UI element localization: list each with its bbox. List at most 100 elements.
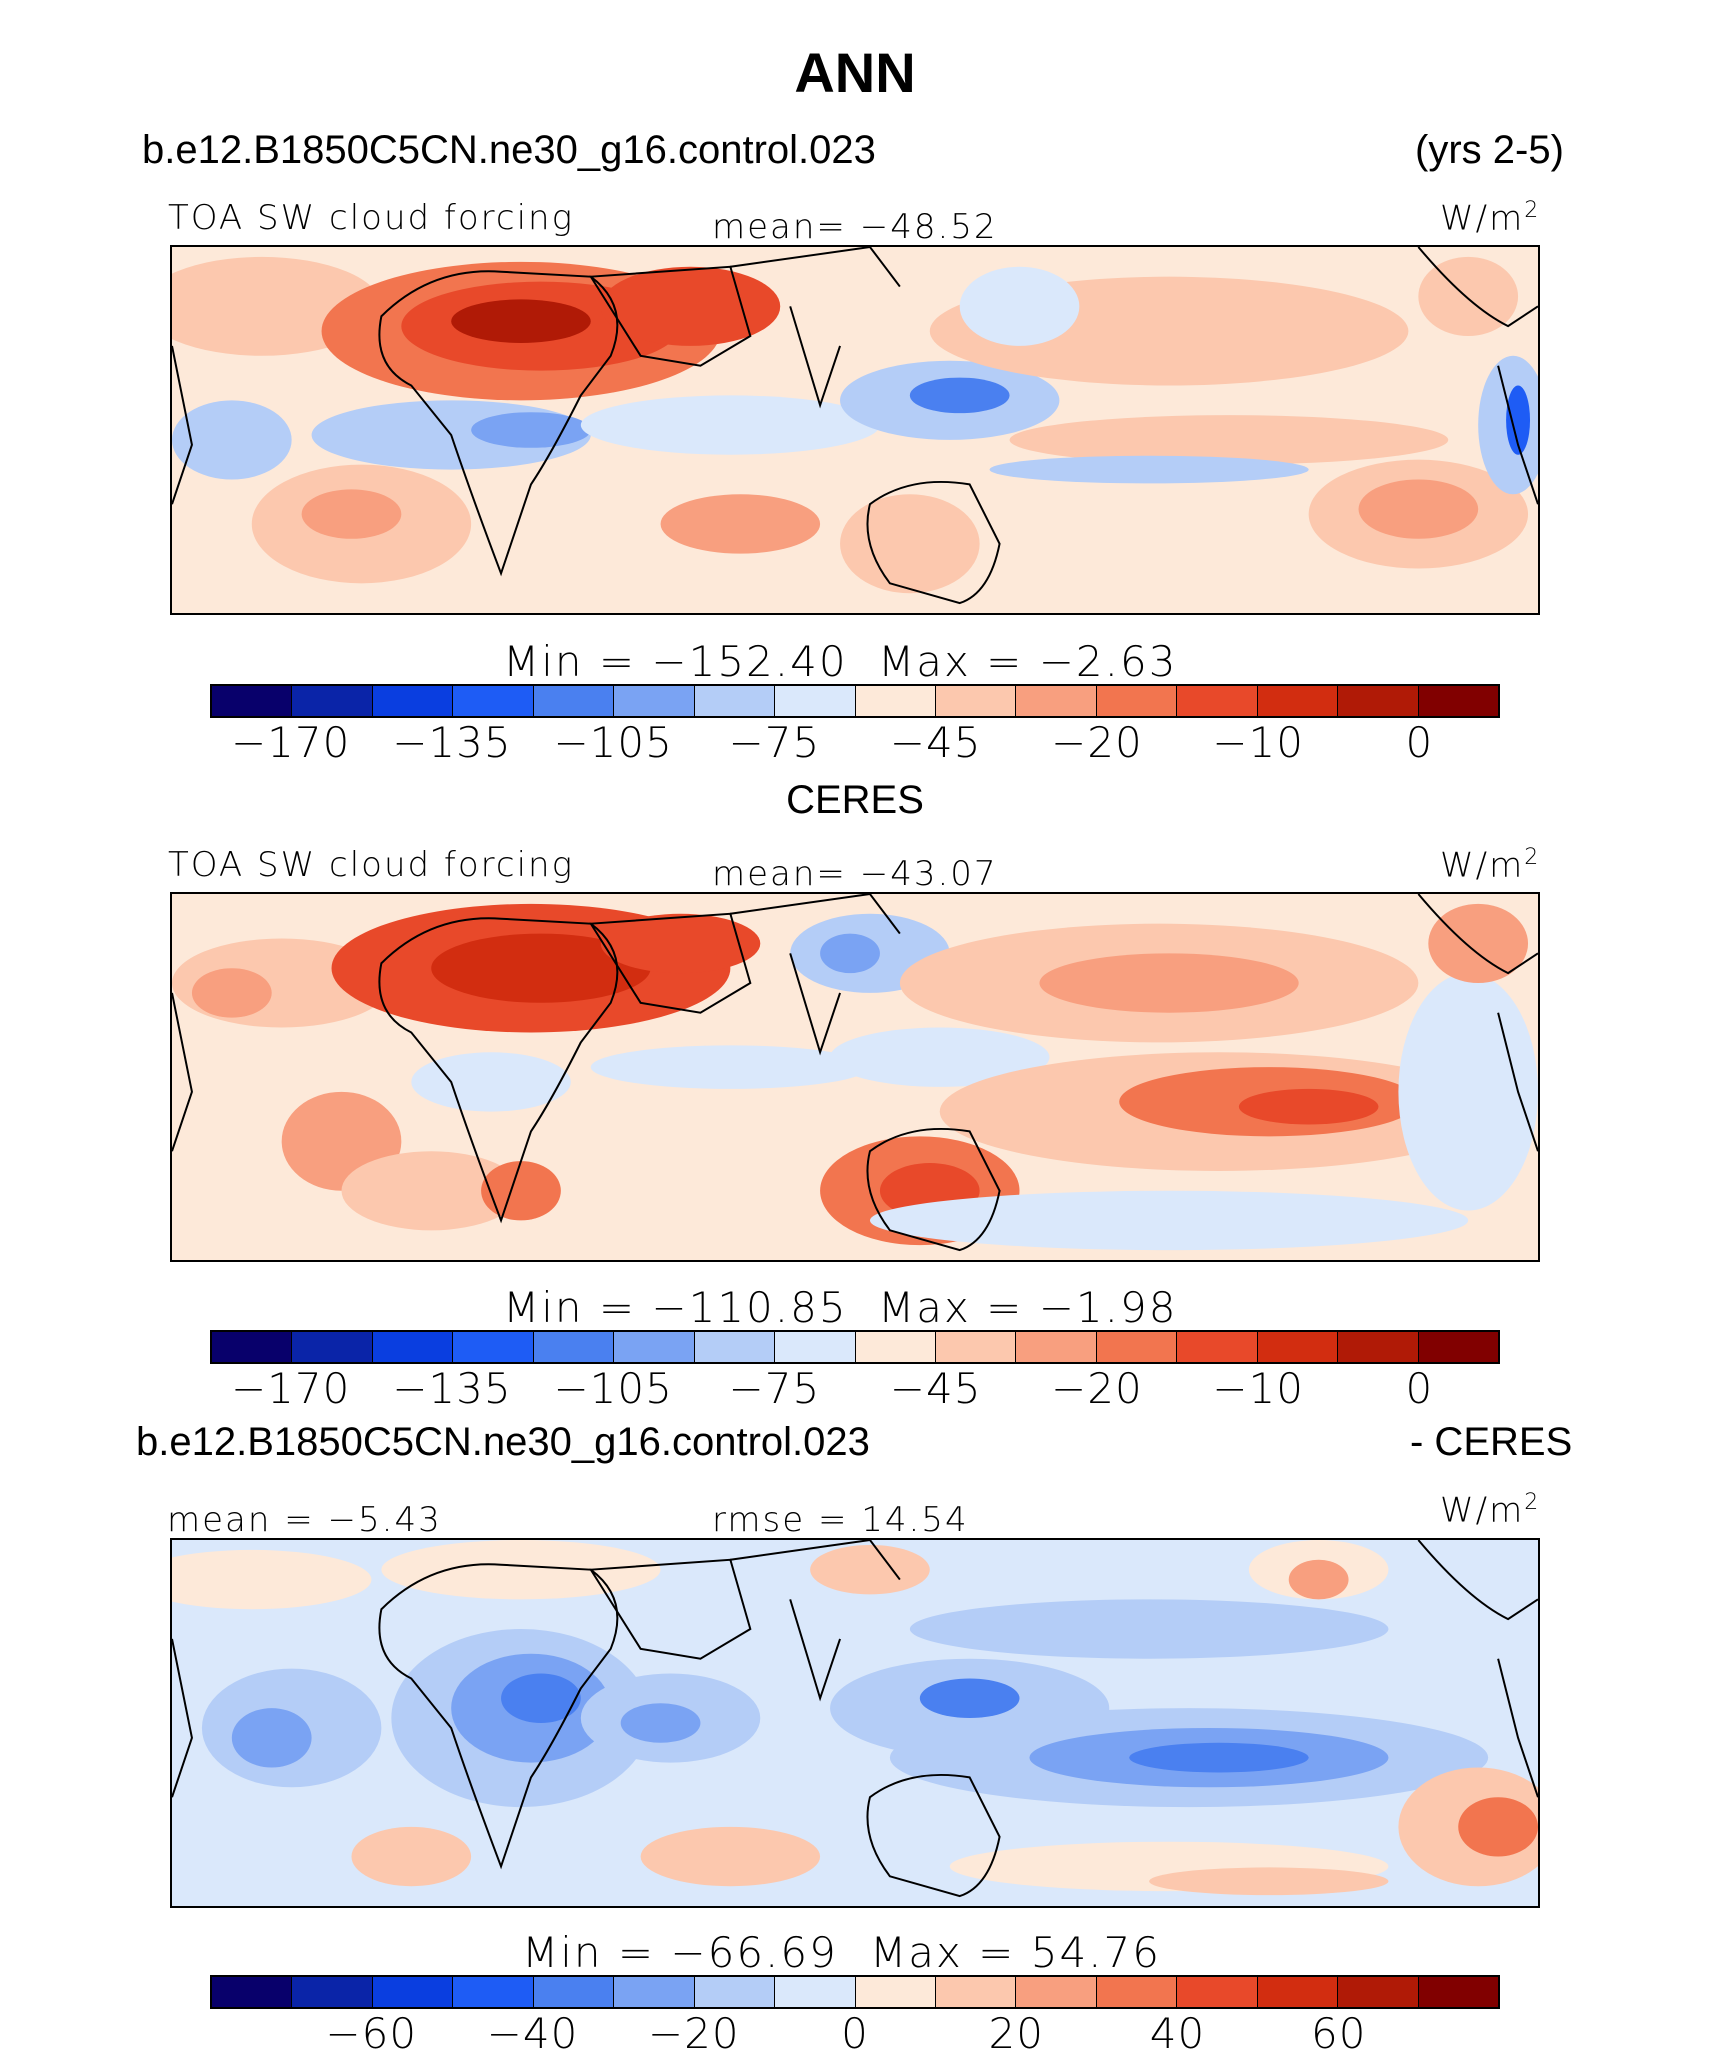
- colorbar-swatch: [292, 1332, 373, 1362]
- obs-title: CERES: [786, 778, 924, 822]
- colorbar-tick-label: −10: [1212, 1364, 1304, 1413]
- panel2-map: [170, 892, 1540, 1262]
- colorbar-swatch: [935, 1332, 1017, 1362]
- colorbar-swatch: [1338, 1977, 1419, 2007]
- colorbar-swatch: [212, 686, 293, 716]
- colorbar-tick-label: −45: [889, 718, 982, 767]
- colorbar-swatch: [453, 686, 534, 716]
- diff-case-name: b.e12.B1850C5CN.ne30_g16.control.023: [136, 1420, 870, 1464]
- panel1-map: [170, 245, 1540, 615]
- colorbar-swatch: [1177, 1977, 1258, 2007]
- colorbar-tick-label: −75: [728, 718, 821, 767]
- colorbar-tick-label: 0: [1405, 1364, 1434, 1413]
- colorbar-swatch: [1096, 1332, 1178, 1362]
- colorbar-swatch: [1016, 686, 1097, 716]
- figure-title: ANN: [794, 41, 916, 104]
- colorbar-swatch: [1257, 1332, 1339, 1362]
- panel3-rmse: rmse = 14.54: [712, 1500, 969, 1540]
- colorbar-tick-label: −170: [230, 1364, 351, 1413]
- colorbar-swatch: [533, 1332, 615, 1362]
- panel3-mean: mean = −5.43: [167, 1500, 442, 1540]
- colorbar-swatch: [1338, 686, 1419, 716]
- colorbar-swatch: [694, 686, 776, 716]
- colorbar-swatch: [212, 1332, 293, 1362]
- colorbar-swatch: [292, 1977, 373, 2007]
- panel2-colorbar-ticks: −170 −135 −105 −75 −45 −20 −10 0: [210, 1364, 1500, 1414]
- colorbar-swatch: [453, 1977, 534, 2007]
- colorbar-tick-label: 20: [988, 2009, 1044, 2058]
- colorbar-swatch: [1257, 1977, 1339, 2007]
- colorbar-swatch: [1257, 686, 1339, 716]
- diff-suffix: - CERES: [1410, 1420, 1573, 1464]
- colorbar-tick-label: −20: [1051, 1364, 1143, 1413]
- colorbar-swatch: [935, 686, 1017, 716]
- colorbar-tick-label: −40: [486, 2009, 579, 2058]
- panel3-map: [170, 1538, 1540, 1908]
- colorbar-swatch: [855, 1977, 936, 2007]
- colorbar-tick-label: −45: [889, 1364, 982, 1413]
- colorbar-swatch: [1177, 1332, 1258, 1362]
- colorbar-swatch: [1418, 686, 1498, 716]
- colorbar-swatch: [372, 1977, 454, 2007]
- colorbar-tick-label: 40: [1149, 2009, 1206, 2058]
- colorbar-tick-label: 0: [841, 2009, 869, 2058]
- panel1-colorbar: [210, 684, 1500, 718]
- colorbar-swatch: [1338, 1332, 1419, 1362]
- panel1-max: Max = −2.63: [878, 637, 1178, 686]
- panel2-colorbar: [210, 1330, 1500, 1364]
- colorbar-swatch: [292, 686, 373, 716]
- colorbar-swatch: [372, 686, 454, 716]
- panel1-colorbar-ticks: −170 −135 −105 −75 −45 −20 −10 0: [210, 718, 1500, 768]
- panel2-min: Min = −110.85: [503, 1283, 848, 1332]
- panel3-colorbar: [210, 1975, 1500, 2009]
- colorbar-tick-label: −20: [647, 2009, 740, 2058]
- panel1-min: Min = −152.40: [503, 637, 848, 686]
- colorbar-swatch: [614, 1977, 695, 2007]
- colorbar-swatch: [775, 1332, 856, 1362]
- colorbar-swatch: [1418, 1332, 1498, 1362]
- colorbar-tick-label: −105: [553, 718, 673, 767]
- colorbar-swatch: [855, 686, 936, 716]
- colorbar-swatch: [935, 1977, 1017, 2007]
- colorbar-swatch: [533, 686, 615, 716]
- colorbar-tick-label: −20: [1051, 718, 1143, 767]
- panel1-variable: TOA SW cloud forcing: [168, 198, 574, 238]
- colorbar-tick-label: −105: [553, 1364, 673, 1413]
- colorbar-swatch: [372, 1332, 454, 1362]
- panel1-units: W/m2: [1440, 198, 1541, 239]
- colorbar-swatch: [1096, 1977, 1178, 2007]
- colorbar-swatch: [1016, 1332, 1097, 1362]
- colorbar-swatch: [614, 686, 695, 716]
- case-name: b.e12.B1850C5CN.ne30_g16.control.023: [142, 128, 876, 172]
- colorbar-swatch: [212, 1977, 293, 2007]
- panel3-min: Min = −66.69: [522, 1928, 838, 1977]
- colorbar-swatch: [775, 1977, 856, 2007]
- colorbar-swatch: [694, 1332, 776, 1362]
- colorbar-tick-label: 60: [1311, 2009, 1367, 2058]
- panel2-units: W/m2: [1440, 845, 1541, 886]
- years-label: (yrs 2-5): [1415, 128, 1564, 172]
- colorbar-tick-label: −60: [325, 2009, 418, 2058]
- colorbar-swatch: [453, 1332, 534, 1362]
- colorbar-swatch: [1016, 1977, 1097, 2007]
- colorbar-tick-label: −10: [1212, 718, 1304, 767]
- panel1-mean: mean= −48.52: [712, 207, 998, 247]
- colorbar-swatch: [694, 1977, 776, 2007]
- colorbar-swatch: [855, 1332, 936, 1362]
- colorbar-swatch: [533, 1977, 615, 2007]
- colorbar-tick-label: 0: [1405, 718, 1434, 767]
- panel2-max: Max = −1.98: [878, 1283, 1178, 1332]
- panel2-variable: TOA SW cloud forcing: [168, 845, 574, 885]
- panel3-units: W/m2: [1440, 1490, 1541, 1531]
- panel2-mean: mean= −43.07: [712, 854, 998, 894]
- colorbar-tick-label: −170: [230, 718, 351, 767]
- panel3-colorbar-ticks: −60 −40 −20 0 20 40 60: [210, 2009, 1500, 2059]
- colorbar-swatch: [1177, 686, 1258, 716]
- colorbar-swatch: [614, 1332, 695, 1362]
- panel3-max: Max = 54.76: [870, 1928, 1161, 1977]
- colorbar-swatch: [1096, 686, 1178, 716]
- colorbar-swatch: [775, 686, 856, 716]
- colorbar-tick-label: −75: [728, 1364, 821, 1413]
- colorbar-tick-label: −135: [392, 1364, 512, 1413]
- colorbar-swatch: [1418, 1977, 1498, 2007]
